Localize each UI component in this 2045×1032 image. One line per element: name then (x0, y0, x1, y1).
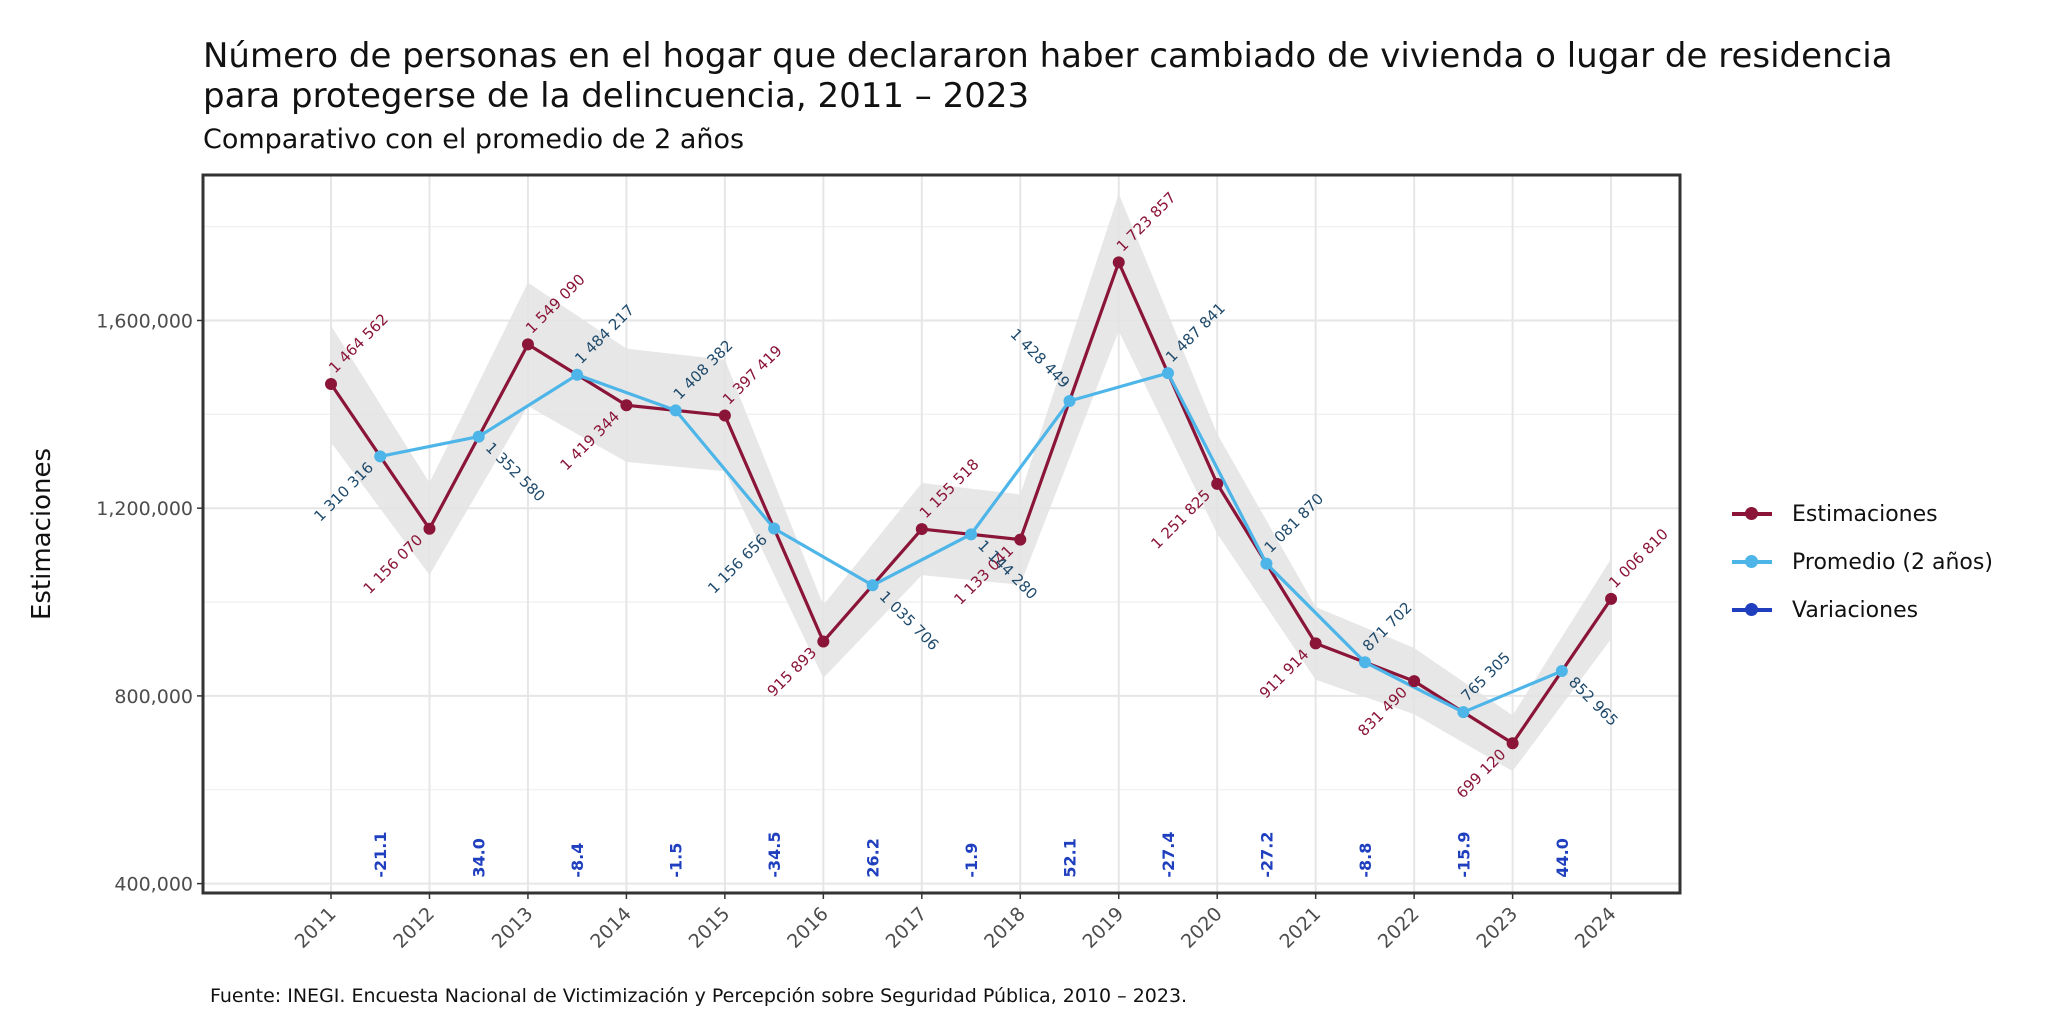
data-label-variaciones: -8.4 (568, 843, 587, 878)
point-estimaciones (521, 338, 534, 351)
point-promedio (669, 404, 682, 417)
data-label-promedio: 1 428 449 (1007, 325, 1074, 392)
data-label-estimaciones: 1 006 810 (1605, 525, 1672, 592)
y-axis-title: Estimaciones (27, 448, 57, 620)
data-label-variaciones: -8.8 (1356, 843, 1375, 878)
point-estimaciones (915, 523, 928, 536)
legend-item-estimaciones: Estimaciones (1730, 490, 1993, 538)
point-estimaciones (423, 522, 436, 535)
data-label-variaciones: 44.0 (1553, 838, 1572, 877)
x-tick-label: 2022 (1374, 903, 1424, 953)
point-estimaciones (620, 399, 633, 412)
source-caption: Fuente: INEGI. Encuesta Nacional de Vict… (210, 985, 1188, 1007)
data-label-promedio: 1 035 706 (876, 587, 943, 654)
x-tick-label: 2020 (1177, 903, 1227, 953)
plot-panel-border (201, 173, 1682, 895)
chart-subtitle: Comparativo con el promedio de 2 años (203, 124, 745, 155)
point-promedio (571, 368, 584, 381)
point-promedio (965, 528, 978, 541)
data-label-promedio: 852 965 (1565, 673, 1622, 730)
y-tick-label: 800,000 (114, 686, 193, 708)
data-label-estimaciones: 915 893 (764, 644, 821, 701)
point-estimaciones (1112, 256, 1125, 269)
data-label-variaciones: 52.1 (1061, 838, 1080, 877)
legend-label-estimaciones: Estimaciones (1792, 501, 1938, 527)
x-tick-label: 2015 (685, 903, 735, 953)
data-label-estimaciones: 699 120 (1453, 745, 1510, 802)
data-label-promedio: 1 352 580 (482, 439, 549, 506)
point-promedio (768, 522, 781, 535)
point-promedio (1555, 665, 1568, 678)
point-estimaciones (1506, 737, 1519, 750)
data-label-estimaciones: 1 156 070 (360, 531, 427, 598)
estimaciones-confidence-band (331, 193, 1612, 772)
x-tick-label: 2011 (291, 903, 341, 953)
data-label-variaciones: -1.5 (667, 843, 686, 878)
x-tick-label: 2012 (389, 903, 439, 953)
point-promedio (1358, 656, 1371, 669)
data-label-variaciones: 34.0 (470, 838, 489, 877)
point-promedio (1063, 394, 1076, 407)
y-tick-label: 1,200,000 (96, 498, 193, 520)
point-estimaciones (1309, 637, 1322, 650)
point-estimaciones (817, 635, 830, 648)
data-label-variaciones: -27.2 (1257, 831, 1276, 877)
data-label-promedio: 1 156 656 (704, 531, 771, 598)
x-tick-label: 2016 (783, 903, 833, 953)
x-tick-label: 2017 (882, 903, 932, 953)
data-label-promedio: 1 310 316 (310, 459, 377, 526)
data-label-promedio: 1 081 870 (1261, 490, 1328, 557)
y-tick-label: 1,600,000 (96, 310, 193, 332)
legend-key-promedio (1730, 552, 1774, 572)
point-promedio (1260, 557, 1273, 570)
data-label-variaciones: -21.1 (371, 831, 390, 877)
x-tick-label: 2018 (980, 903, 1030, 953)
data-label-variaciones: 26.2 (864, 838, 883, 877)
point-promedio (1457, 706, 1470, 719)
y-tick-label: 400,000 (114, 874, 193, 896)
point-estimaciones (1014, 533, 1027, 546)
data-label-variaciones: -27.4 (1159, 831, 1178, 877)
point-promedio (472, 430, 485, 443)
x-tick-label: 2024 (1571, 903, 1621, 953)
point-promedio (866, 579, 879, 592)
data-label-variaciones: -34.5 (765, 831, 784, 877)
legend-label-promedio: Promedio (2 años) (1792, 549, 1993, 575)
x-tick-label: 2014 (586, 903, 636, 953)
data-label-variaciones: -15.9 (1454, 831, 1473, 877)
data-label-variaciones: -1.9 (962, 843, 981, 878)
data-label-estimaciones: 1 251 825 (1147, 486, 1214, 553)
x-tick-label: 2013 (488, 903, 538, 953)
point-estimaciones (1211, 477, 1224, 490)
legend: Estimaciones Promedio (2 años) Variacion… (1730, 490, 1993, 634)
legend-item-variaciones: Variaciones (1730, 586, 1993, 634)
x-tick-label: 2023 (1472, 903, 1522, 953)
x-tick-label: 2021 (1275, 903, 1325, 953)
point-estimaciones (1605, 592, 1618, 605)
data-label-estimaciones: 911 914 (1256, 645, 1313, 702)
point-estimaciones (325, 378, 338, 391)
legend-key-variaciones (1730, 600, 1774, 620)
point-estimaciones (1408, 675, 1421, 688)
point-promedio (374, 450, 387, 463)
x-tick-label: 2019 (1079, 903, 1129, 953)
legend-item-promedio: Promedio (2 años) (1730, 538, 1993, 586)
point-estimaciones (718, 409, 731, 422)
chart-title: Número de personas en el hogar que decla… (203, 36, 1893, 116)
point-promedio (1161, 367, 1174, 380)
legend-label-variaciones: Variaciones (1792, 597, 1919, 623)
legend-key-estimaciones (1730, 504, 1774, 524)
